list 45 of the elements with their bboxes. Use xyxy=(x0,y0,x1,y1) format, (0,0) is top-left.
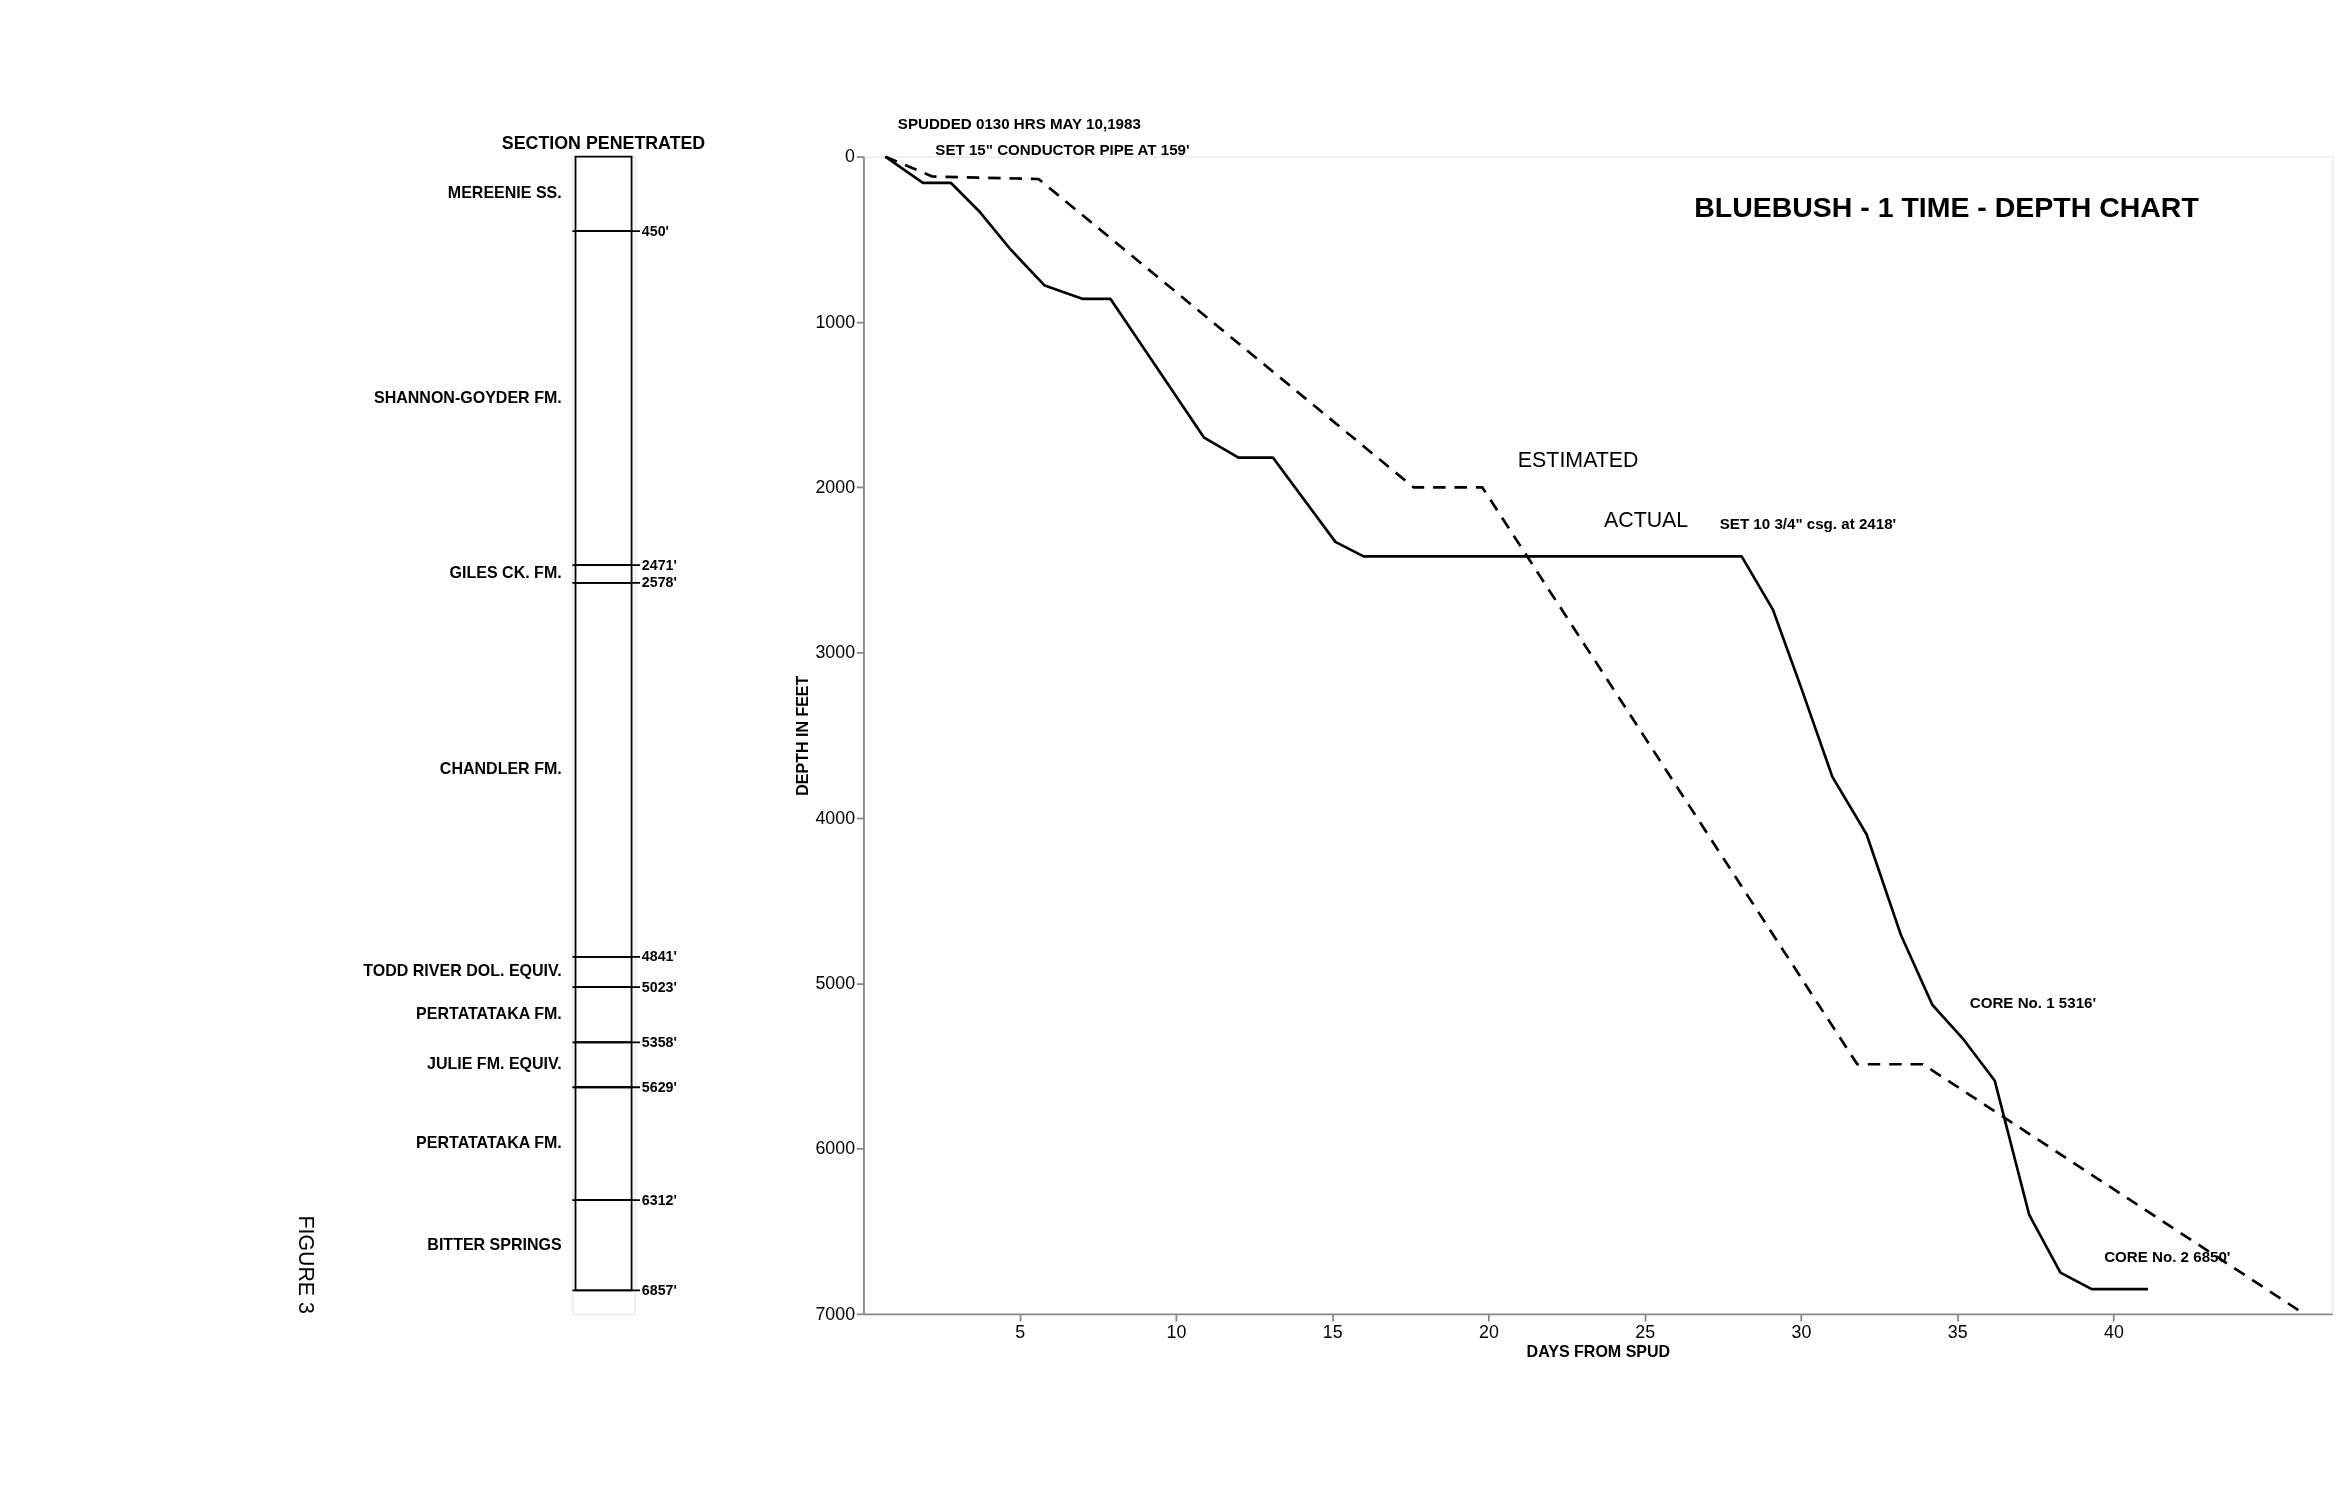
y-tick-label: 3000 xyxy=(815,642,856,663)
ref-line-label: 2578' xyxy=(641,574,677,591)
ref-line-label: 6857' xyxy=(641,1281,677,1298)
y-tick-label: 1000 xyxy=(815,311,856,332)
x-tick-label: 35 xyxy=(1947,1321,1968,1342)
y-tick-label: 0 xyxy=(845,146,856,167)
series-label: ESTIMATED xyxy=(1517,447,1639,472)
ref-line-label: 6312' xyxy=(641,1191,677,1208)
chart-title: SECTION PENETRATED xyxy=(501,132,706,153)
x-tick-label: 25 xyxy=(1635,1321,1656,1342)
y-axis-title: DEPTH IN FEET xyxy=(793,675,812,796)
ref-line-label: 5023' xyxy=(641,978,677,995)
ref-line-label: 4841' xyxy=(641,948,677,965)
ref-line-label: 5358' xyxy=(641,1033,677,1050)
y-tick-label: 2000 xyxy=(815,477,856,498)
x-tick-label: 10 xyxy=(1166,1321,1187,1342)
series-label: PERTATATAKA FM. xyxy=(416,1133,562,1152)
annotation: SPUDDED 0130 HRS MAY 10,1983 xyxy=(897,115,1141,133)
y-tick-label: 4000 xyxy=(815,807,856,828)
x-tick-label: 5 xyxy=(1015,1321,1026,1342)
x-tick-label: 20 xyxy=(1479,1321,1499,1342)
y-tick-label: 7000 xyxy=(815,1303,856,1324)
series-label: PERTATATAKA FM. xyxy=(416,1004,562,1023)
ref-line-label: 5629' xyxy=(641,1078,677,1095)
caption: FIGURE 3 xyxy=(294,1215,319,1314)
ref-line-label: 450' xyxy=(641,222,669,239)
ref-line-label: 2471' xyxy=(641,556,677,573)
series-label: ACTUAL xyxy=(1603,508,1689,533)
text: BLUEBUSH - 1 TIME - DEPTH CHART xyxy=(1694,191,2200,224)
series-label: BITTER SPRINGS xyxy=(427,1234,563,1253)
annotation: SET 15" CONDUCTOR PIPE AT 159' xyxy=(935,141,1190,159)
x-tick-label: 30 xyxy=(1791,1321,1812,1342)
x-tick-label: 15 xyxy=(1322,1321,1343,1342)
series-label: TODD RIVER DOL. EQUIV. xyxy=(363,961,562,980)
annotation: SET 10 3/4" csg. at 2418' xyxy=(1719,514,1897,532)
x-tick-label: 40 xyxy=(2104,1321,2124,1342)
y-tick-label: 5000 xyxy=(815,973,856,994)
annotation: CORE No. 1 5316' xyxy=(1969,993,2097,1011)
series-label: SHANNON-GOYDER FM. xyxy=(373,387,562,406)
series-label: JULIE FM. EQUIV. xyxy=(427,1054,562,1073)
series-label: MEREENIE SS. xyxy=(447,183,562,202)
series-label: GILES CK. FM. xyxy=(449,563,562,582)
series-label: CHANDLER FM. xyxy=(439,759,562,778)
x-axis-title: DAYS FROM SPUD xyxy=(1526,1342,1671,1361)
y-tick-label: 6000 xyxy=(815,1138,856,1159)
